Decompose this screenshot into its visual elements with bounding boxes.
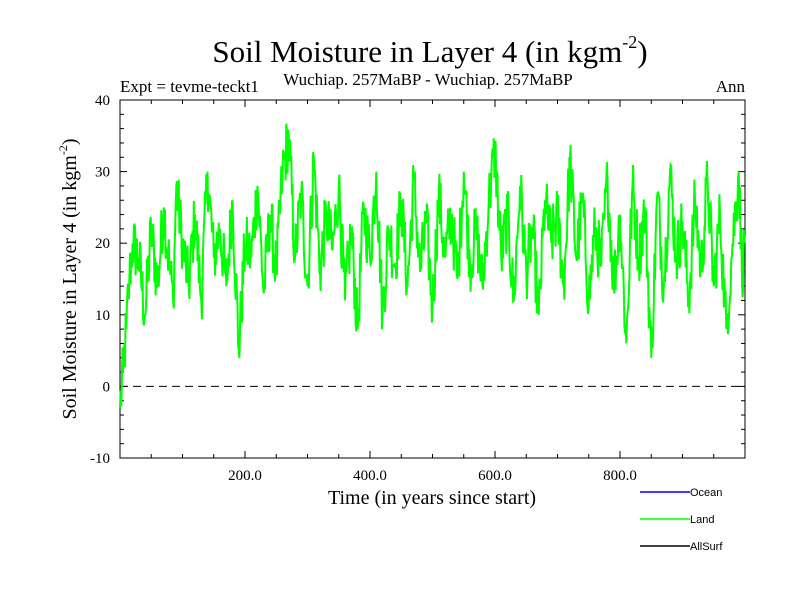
- chart-title: Soil Moisture in Layer 4 (in kgm-2): [212, 32, 647, 69]
- y-tick-label: 20: [95, 236, 110, 252]
- x-tick-label: 400.0: [353, 468, 387, 484]
- y-tick-label: -10: [90, 451, 110, 467]
- x-tick-label: 800.0: [603, 468, 637, 484]
- legend-ocean-label: Ocean: [690, 487, 722, 499]
- y-tick-label: 30: [95, 165, 110, 181]
- y-tick-label: 40: [95, 93, 110, 109]
- x-axis-label: Time (in years since start): [328, 487, 536, 509]
- subtitle-center: Wuchiap. 257MaBP - Wuchiap. 257MaBP: [283, 70, 573, 89]
- x-tick-label: 600.0: [478, 468, 512, 484]
- y-axis-label: Soil Moisture in Layer 4 (in kgm-2): [56, 138, 81, 419]
- subtitle-left: Expt = tevme-teckt1: [120, 77, 259, 96]
- y-tick-label: 10: [95, 308, 110, 324]
- subtitle-right: Ann: [716, 77, 746, 96]
- legend: Ocean Land AllSurf: [640, 487, 723, 553]
- x-tick-label: 200.0: [228, 468, 262, 484]
- series-land-line: [119, 123, 746, 408]
- legend-land-label: Land: [690, 514, 714, 526]
- y-axis-ticks: -10 0 10 20 30 40: [90, 93, 745, 467]
- legend-allsurf-label: AllSurf: [690, 541, 723, 553]
- x-axis-ticks: 200.0 400.0 600.0 800.0: [150, 100, 715, 484]
- y-tick-label: 0: [103, 379, 111, 395]
